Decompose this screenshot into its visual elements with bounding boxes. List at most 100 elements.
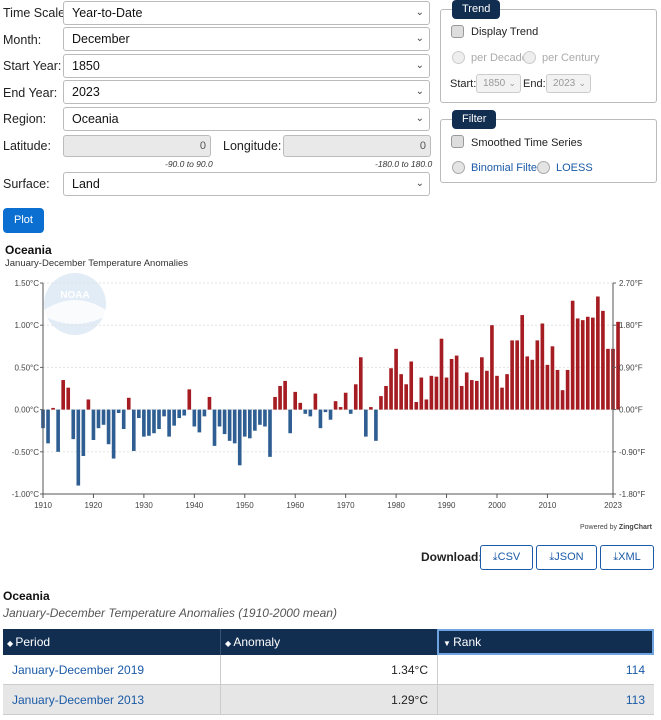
- anomaly-bar[interactable]: [570, 300, 575, 410]
- anomaly-bar[interactable]: [394, 348, 398, 410]
- anomaly-bar[interactable]: [550, 346, 555, 410]
- anomaly-bar[interactable]: [288, 409, 292, 434]
- anomaly-bar[interactable]: [520, 315, 525, 410]
- anomaly-bar[interactable]: [323, 409, 328, 413]
- anomaly-bar[interactable]: [500, 387, 504, 410]
- anomaly-bar[interactable]: [308, 409, 313, 417]
- anomaly-bar[interactable]: [606, 348, 610, 410]
- anomaly-bar[interactable]: [358, 357, 363, 410]
- anomaly-bar[interactable]: [404, 384, 408, 410]
- anomaly-bar[interactable]: [116, 409, 121, 413]
- anomaly-bar[interactable]: [76, 409, 81, 486]
- anomaly-bar[interactable]: [142, 409, 146, 437]
- anomaly-bar[interactable]: [318, 409, 323, 429]
- anomaly-bar[interactable]: [298, 402, 303, 410]
- anomaly-bar[interactable]: [596, 296, 600, 410]
- anomaly-bar[interactable]: [268, 409, 272, 457]
- anomaly-bar[interactable]: [71, 409, 76, 440]
- anomaly-bar[interactable]: [207, 396, 212, 410]
- start-year-select[interactable]: 1850 ⌄: [63, 54, 430, 78]
- anomaly-bar[interactable]: [505, 374, 509, 410]
- download-xml-button[interactable]: ⤓XML: [600, 545, 654, 570]
- anomaly-bar[interactable]: [131, 409, 136, 451]
- per-century-radio[interactable]: [523, 51, 536, 64]
- anomaly-bar[interactable]: [560, 390, 565, 410]
- anomaly-bar[interactable]: [303, 409, 308, 414]
- anomaly-bar[interactable]: [227, 409, 232, 441]
- trend-end-select[interactable]: 2023 ⌄: [546, 74, 591, 93]
- anomaly-bar[interactable]: [172, 409, 176, 426]
- anomaly-bar[interactable]: [263, 409, 267, 427]
- anomaly-bar[interactable]: [353, 384, 358, 410]
- anomaly-bar[interactable]: [535, 340, 540, 410]
- anomaly-bar[interactable]: [580, 320, 585, 410]
- anomaly-bar[interactable]: [217, 409, 222, 427]
- month-select[interactable]: December ⌄: [63, 27, 430, 51]
- end-year-select[interactable]: 2023 ⌄: [63, 80, 430, 104]
- anomaly-bar[interactable]: [248, 409, 252, 439]
- anomaly-bar[interactable]: [81, 409, 86, 457]
- anomaly-bar[interactable]: [242, 409, 247, 437]
- anomaly-bar[interactable]: [96, 409, 101, 429]
- anomaly-bar[interactable]: [177, 409, 182, 419]
- anomaly-bar[interactable]: [429, 375, 434, 410]
- anomaly-bar[interactable]: [485, 370, 489, 410]
- anomaly-bar[interactable]: [313, 393, 318, 410]
- anomaly-bar[interactable]: [293, 391, 298, 410]
- download-json-button[interactable]: ⤓JSON: [536, 545, 597, 570]
- anomaly-bar[interactable]: [495, 375, 499, 410]
- anomaly-bar[interactable]: [364, 409, 368, 437]
- time-scale-select[interactable]: Year-to-Date ⌄: [63, 1, 430, 25]
- anomaly-bar[interactable]: [333, 401, 338, 410]
- binomial-radio[interactable]: [452, 161, 465, 174]
- anomaly-bar[interactable]: [545, 364, 550, 410]
- rank-column-header[interactable]: ▼ Rank: [437, 629, 654, 655]
- smoothed-checkbox[interactable]: [451, 135, 464, 148]
- anomaly-bar[interactable]: [147, 409, 151, 436]
- period-cell[interactable]: January-December 2019: [3, 655, 220, 685]
- anomaly-bar[interactable]: [459, 385, 464, 410]
- anomaly-bar[interactable]: [555, 369, 560, 410]
- anomaly-bar[interactable]: [111, 409, 116, 459]
- anomaly-bar[interactable]: [338, 407, 343, 410]
- anomaly-bar[interactable]: [490, 325, 494, 410]
- anomaly-bar[interactable]: [575, 318, 580, 410]
- anomaly-bar[interactable]: [384, 385, 388, 410]
- period-column-header[interactable]: ◆ Period: [3, 629, 220, 655]
- anomaly-bar[interactable]: [454, 355, 459, 410]
- anomaly-bar[interactable]: [197, 409, 202, 433]
- rank-cell[interactable]: 113: [437, 685, 654, 715]
- anomaly-bar[interactable]: [232, 409, 237, 444]
- anomaly-bar[interactable]: [616, 321, 620, 410]
- anomaly-bar[interactable]: [253, 409, 257, 431]
- anomaly-bar[interactable]: [374, 409, 378, 441]
- anomaly-bar[interactable]: [56, 409, 60, 452]
- longitude-input[interactable]: 0: [283, 135, 431, 157]
- anomaly-bar[interactable]: [46, 409, 50, 444]
- anomaly-bar[interactable]: [348, 409, 353, 414]
- anomaly-bar[interactable]: [126, 397, 131, 410]
- anomaly-bar[interactable]: [585, 316, 590, 410]
- anomaly-bar[interactable]: [61, 380, 65, 410]
- anomaly-bar[interactable]: [439, 338, 444, 410]
- anomaly-bar[interactable]: [51, 407, 55, 410]
- anomaly-bar[interactable]: [222, 409, 227, 435]
- anomaly-bar[interactable]: [444, 377, 449, 410]
- period-cell[interactable]: January-December 2013: [3, 685, 220, 715]
- anomaly-bar[interactable]: [424, 399, 429, 410]
- anomaly-bar[interactable]: [530, 359, 535, 410]
- anomaly-bar[interactable]: [480, 357, 484, 410]
- anomaly-bar[interactable]: [601, 310, 605, 410]
- anomaly-bar[interactable]: [510, 340, 514, 410]
- anomaly-bar[interactable]: [414, 402, 419, 410]
- anomaly-bar[interactable]: [91, 409, 96, 440]
- anomaly-bar[interactable]: [449, 358, 454, 410]
- surface-select[interactable]: Land ⌄: [63, 172, 430, 196]
- anomaly-bar[interactable]: [152, 409, 156, 434]
- anomaly-bar[interactable]: [389, 368, 393, 410]
- rank-cell[interactable]: 114: [437, 655, 654, 685]
- region-select[interactable]: Oceania ⌄: [63, 107, 430, 131]
- anomaly-bar[interactable]: [258, 409, 262, 425]
- anomaly-bar[interactable]: [379, 396, 383, 410]
- anomaly-bar[interactable]: [464, 372, 469, 410]
